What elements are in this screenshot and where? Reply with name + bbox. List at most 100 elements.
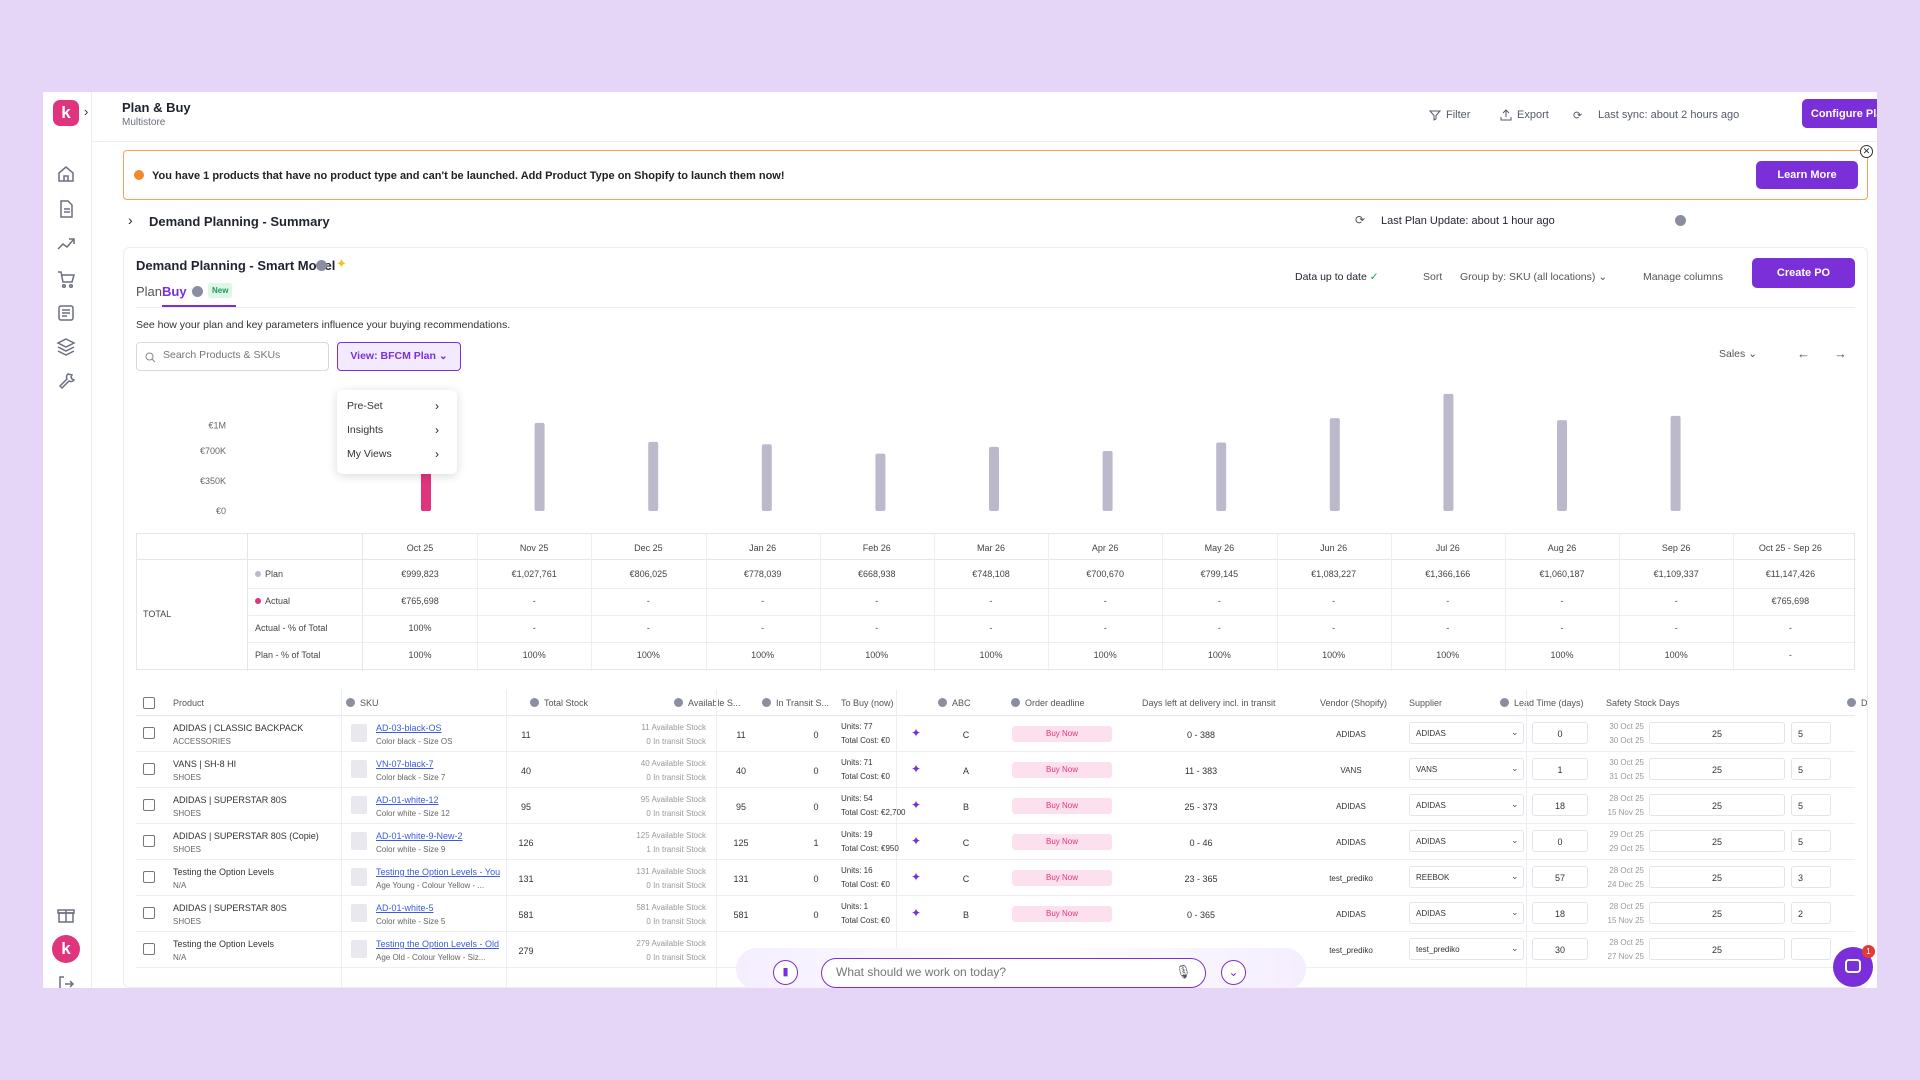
table-row[interactable]: ADIDAS | SUPERSTAR 80S SHOES AD-01-white-1… (136, 788, 1855, 824)
sku-link[interactable]: Testing the Option Levels - Old (376, 939, 500, 949)
column-header[interactable]: Total Stock (530, 690, 588, 716)
app-logo[interactable]: k (53, 100, 79, 126)
buy-now-badge[interactable]: Buy Now (1012, 726, 1112, 742)
table-row[interactable]: ADIDAS | SUPERSTAR 80S (Copie) SHOES AD-01… (136, 824, 1855, 860)
safety-stock-input[interactable]: 25 (1649, 938, 1785, 960)
plan-bar[interactable] (534, 422, 545, 511)
row-checkbox[interactable] (143, 907, 155, 919)
buy-now-badge[interactable]: Buy Now (1012, 762, 1112, 778)
table-row[interactable]: Testing the Option Levels N/A Testing the … (136, 860, 1855, 896)
metric-select[interactable]: Sales ⌄ (1719, 348, 1757, 360)
lead-time-input[interactable]: 57 (1532, 866, 1588, 888)
sparkle-icon[interactable]: ✦ (911, 762, 922, 776)
configure-plan-button[interactable]: Configure Plan (1802, 99, 1877, 128)
next-arrow-icon[interactable]: → (1834, 346, 1847, 361)
sparkle-icon[interactable]: ✦ (911, 726, 922, 740)
row-checkbox[interactable] (143, 943, 155, 955)
extra-column-input[interactable]: 5 (1791, 794, 1831, 816)
supplier-select[interactable]: test_prediko (1409, 938, 1524, 960)
safety-stock-input[interactable]: 25 (1649, 866, 1785, 888)
logout-icon[interactable] (56, 974, 76, 988)
plan-bar[interactable] (648, 441, 659, 511)
gift-icon[interactable] (56, 905, 76, 925)
tab-buy[interactable]: Buy (162, 284, 187, 299)
plan-bar[interactable] (1329, 418, 1340, 511)
column-header[interactable]: SKU (346, 690, 379, 716)
extra-column-input[interactable] (1791, 938, 1831, 960)
menu-item-my-views[interactable]: My Views (347, 448, 392, 460)
row-checkbox[interactable] (143, 799, 155, 811)
extra-column-input[interactable]: 2 (1791, 902, 1831, 924)
lead-time-input[interactable]: 30 (1532, 938, 1588, 960)
supplier-select[interactable]: REEBOK (1409, 866, 1524, 888)
export-button[interactable]: Export (1500, 109, 1549, 121)
row-checkbox[interactable] (143, 871, 155, 883)
expand-summary-icon[interactable]: › (128, 212, 133, 228)
lead-time-input[interactable]: 18 (1532, 902, 1588, 924)
plan-bar[interactable] (761, 444, 772, 511)
sparkle-icon[interactable]: ✦ (911, 906, 922, 920)
prev-arrow-icon[interactable]: ← (1797, 346, 1810, 361)
collapse-icon[interactable]: ⌄ (1221, 960, 1246, 985)
cart-icon[interactable] (56, 269, 76, 289)
column-header[interactable]: D (1847, 690, 1867, 716)
user-avatar[interactable]: k (52, 935, 80, 963)
plan-bar[interactable] (1216, 442, 1227, 511)
sparkle-icon[interactable]: ✦ (911, 834, 922, 848)
create-po-button[interactable]: Create PO (1752, 258, 1855, 288)
sku-link[interactable]: Testing the Option Levels - You (376, 867, 501, 877)
summary-title[interactable]: Demand Planning - Summary (149, 214, 330, 229)
microphone-icon[interactable]: 🎙 (1175, 964, 1192, 979)
safety-stock-input[interactable]: 25 (1649, 722, 1785, 744)
plan-bar[interactable] (1670, 415, 1681, 511)
lead-time-input[interactable]: 1 (1532, 758, 1588, 780)
column-header[interactable]: Vendor (Shopify) (1320, 698, 1388, 708)
supplier-select[interactable]: VANS (1409, 758, 1524, 780)
column-header[interactable]: Safety Stock Days (1606, 698, 1680, 708)
plan-bar[interactable] (1557, 420, 1567, 511)
support-chat-button[interactable]: 1 (1833, 945, 1875, 987)
supplier-select[interactable]: ADIDAS (1409, 902, 1524, 924)
buy-now-badge[interactable]: Buy Now (1012, 870, 1112, 886)
buy-now-badge[interactable]: Buy Now (1012, 834, 1112, 850)
column-header[interactable]: Supplier (1409, 698, 1443, 708)
column-header[interactable]: Days left at delivery incl. in transit (1142, 698, 1276, 708)
plan-bar[interactable] (875, 453, 886, 511)
filter-button[interactable]: Filter (1429, 109, 1470, 121)
lead-time-input[interactable]: 0 (1532, 722, 1588, 744)
search-box[interactable] (136, 342, 329, 371)
home-icon[interactable] (56, 164, 76, 184)
sku-link[interactable]: AD-03-black-OS (376, 723, 442, 733)
menu-item-pre-set[interactable]: Pre-Set (347, 400, 383, 412)
sku-link[interactable]: AD-01-white-9-New-2 (376, 831, 463, 841)
chat-input-box[interactable]: 🎙 (821, 958, 1206, 988)
wrench-icon[interactable] (56, 371, 76, 391)
document-icon[interactable] (56, 199, 76, 219)
sparkle-icon[interactable]: ✦ (911, 798, 922, 812)
sparkle-icon[interactable]: ✦ (911, 870, 922, 884)
safety-stock-input[interactable]: 25 (1649, 794, 1785, 816)
plan-bar[interactable] (989, 446, 999, 511)
row-checkbox[interactable] (143, 835, 155, 847)
chat-input[interactable] (836, 965, 1156, 979)
select-all-checkbox[interactable] (143, 697, 155, 709)
row-checkbox[interactable] (143, 763, 155, 775)
learn-more-button[interactable]: Learn More (1756, 161, 1858, 189)
buy-now-badge[interactable]: Buy Now (1012, 906, 1112, 922)
list-icon[interactable] (56, 303, 76, 323)
menu-item-insights[interactable]: Insights (347, 424, 383, 436)
plan-bar[interactable] (1443, 393, 1454, 511)
supplier-select[interactable]: ADIDAS (1409, 830, 1524, 852)
column-header[interactable]: Product (173, 698, 205, 708)
tab-plan[interactable]: Plan (136, 284, 163, 299)
lead-time-input[interactable]: 18 (1532, 794, 1588, 816)
search-input[interactable] (163, 349, 323, 361)
trend-icon[interactable] (56, 234, 76, 254)
sort-button[interactable]: Sort (1423, 271, 1443, 283)
table-row[interactable]: VANS | SH-8 HI SHOES VN-07-black-7 Color bl… (136, 752, 1855, 788)
supplier-select[interactable]: ADIDAS (1409, 794, 1524, 816)
view-button[interactable]: View: BFCM Plan ⌄ (337, 342, 461, 371)
buy-now-badge[interactable]: Buy Now (1012, 798, 1112, 814)
table-row[interactable]: ADIDAS | SUPERSTAR 80S SHOES AD-01-white-5… (136, 896, 1855, 932)
column-header[interactable]: To Buy (now) (841, 698, 894, 708)
